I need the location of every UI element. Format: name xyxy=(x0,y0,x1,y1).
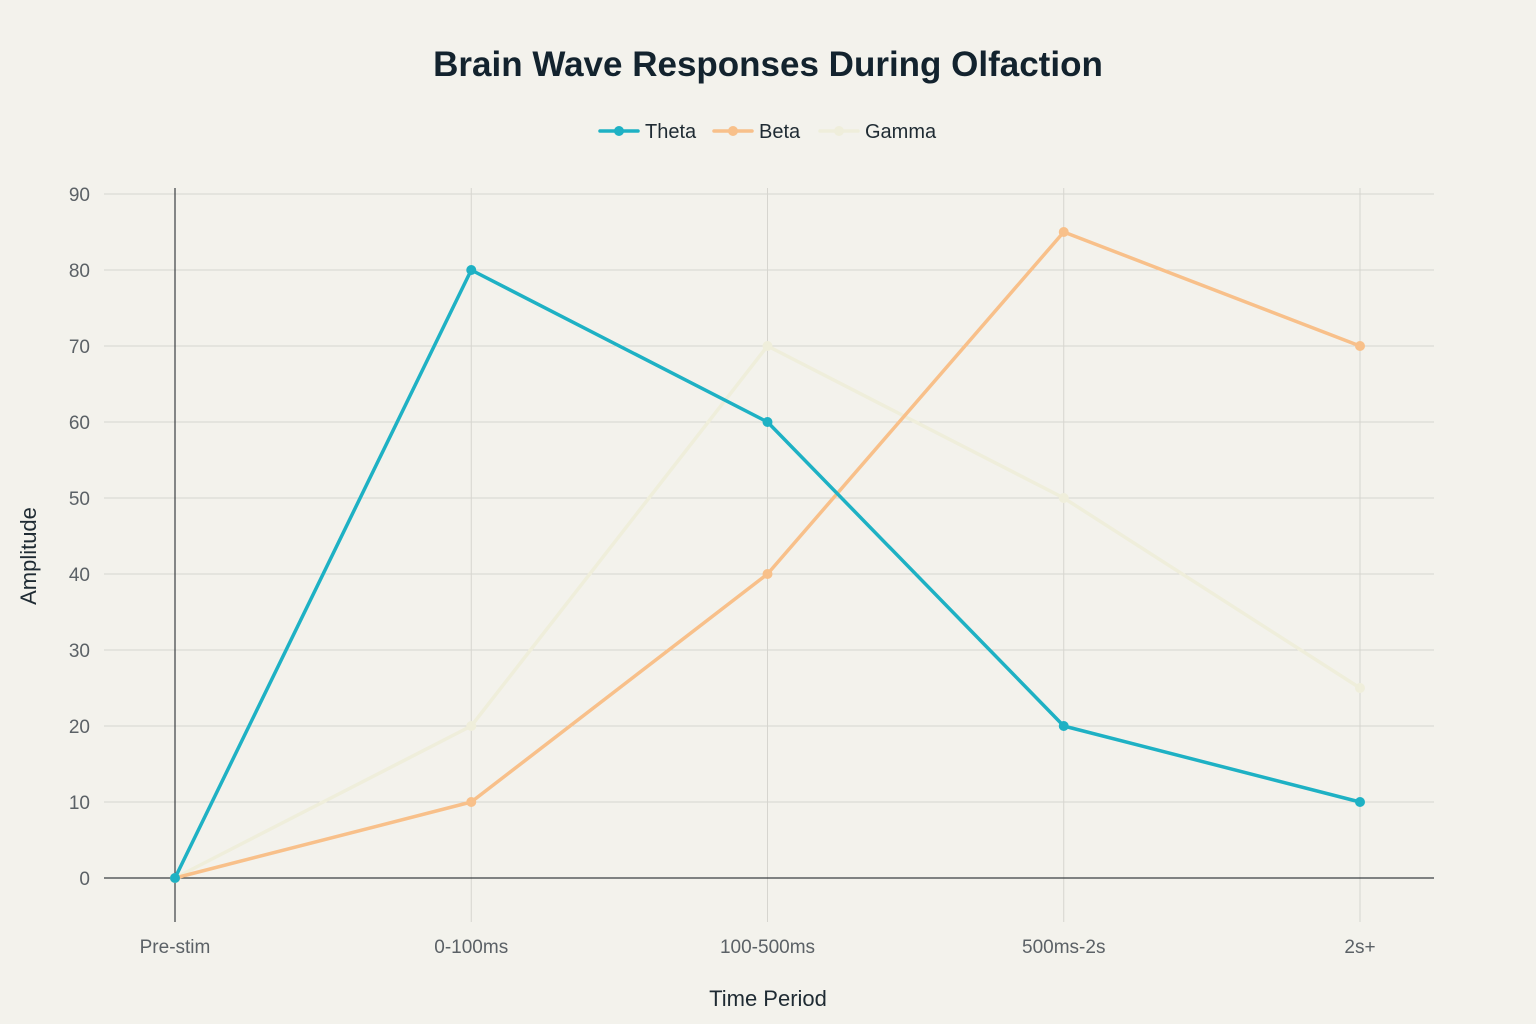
beta-point[interactable] xyxy=(466,797,477,807)
legend-swatch-marker xyxy=(614,126,624,136)
theta-point[interactable] xyxy=(762,417,773,427)
gamma-point[interactable] xyxy=(1355,683,1365,693)
gamma-point[interactable] xyxy=(466,721,477,731)
x-tick-label: 2s+ xyxy=(1344,937,1375,958)
legend-label: Theta xyxy=(645,121,697,143)
y-tick-label: 60 xyxy=(69,413,90,434)
y-tick-label: 50 xyxy=(69,489,90,510)
x-tick-label: 500ms-2s xyxy=(1022,937,1105,958)
legend: Theta Beta Gamma xyxy=(598,121,937,143)
x-tick-label: 0-100ms xyxy=(434,937,508,958)
x-tick-label: Pre-stim xyxy=(140,937,211,958)
theta-point[interactable] xyxy=(1355,797,1365,807)
y-tick-labels: 0 10 20 30 40 50 60 70 80 90 xyxy=(69,185,90,890)
y-tick-label: 20 xyxy=(69,717,90,738)
beta-point[interactable] xyxy=(762,569,773,579)
axes xyxy=(104,188,1434,922)
legend-item-gamma[interactable]: Gamma xyxy=(818,121,937,143)
x-tick-label: 100-500ms xyxy=(720,937,815,958)
chart-title: Brain Wave Responses During Olfaction xyxy=(433,45,1103,84)
y-tick-label: 80 xyxy=(69,261,90,282)
y-tick-label: 40 xyxy=(69,565,90,586)
theta-point[interactable] xyxy=(1058,721,1069,731)
y-tick-label: 70 xyxy=(69,337,90,358)
series-theta xyxy=(170,265,1365,883)
y-axis-title: Amplitude xyxy=(16,507,41,605)
legend-label: Beta xyxy=(759,121,801,143)
x-axis-title: Time Period xyxy=(709,986,827,1011)
y-tick-label: 10 xyxy=(69,793,90,814)
theta-point[interactable] xyxy=(170,873,180,883)
legend-item-theta[interactable]: Theta xyxy=(598,121,697,143)
gamma-point[interactable] xyxy=(762,341,773,351)
y-tick-label: 30 xyxy=(69,641,90,662)
series-group xyxy=(170,227,1365,883)
x-tick-labels: Pre-stim 0-100ms 100-500ms 500ms-2s 2s+ xyxy=(140,937,1376,958)
y-tick-label: 90 xyxy=(69,185,90,206)
y-tick-label: 0 xyxy=(79,869,90,890)
legend-swatch-marker xyxy=(728,126,738,136)
legend-swatch-marker xyxy=(834,126,844,136)
beta-point[interactable] xyxy=(1058,227,1069,237)
gamma-point[interactable] xyxy=(1058,493,1069,503)
legend-label: Gamma xyxy=(865,121,937,143)
legend-item-beta[interactable]: Beta xyxy=(712,121,801,143)
beta-point[interactable] xyxy=(1355,341,1365,351)
theta-point[interactable] xyxy=(466,265,477,275)
